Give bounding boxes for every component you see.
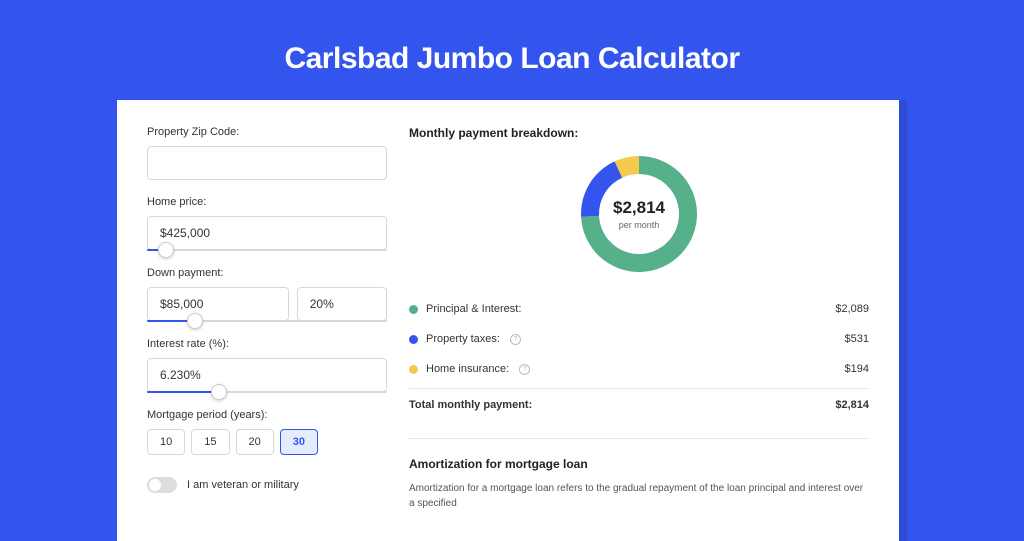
period-btn-20[interactable]: 20 [236, 429, 274, 455]
donut-wrap: $2,814 per month [409, 154, 869, 274]
legend-dot [409, 335, 418, 344]
info-icon[interactable]: ? [510, 334, 521, 345]
down-payment-label: Down payment: [147, 267, 387, 279]
legend-label: Home insurance: [426, 363, 509, 375]
legend-dot [409, 365, 418, 374]
info-icon[interactable]: ? [519, 364, 530, 375]
card-shadow: Property Zip Code: Home price: Down paym… [117, 100, 907, 541]
down-payment-field-group: Down payment: [147, 267, 387, 322]
legend-value: $194 [845, 363, 869, 375]
legend-value: $531 [845, 333, 869, 345]
zip-input[interactable] [147, 146, 387, 180]
period-button-group: 10 15 20 30 [147, 429, 387, 455]
legend-label: Principal & Interest: [426, 303, 521, 315]
toggle-knob [149, 479, 161, 491]
period-btn-10[interactable]: 10 [147, 429, 185, 455]
legend-label: Property taxes: [426, 333, 500, 345]
interest-rate-label: Interest rate (%): [147, 338, 387, 350]
amortization-title: Amortization for mortgage loan [409, 457, 869, 471]
legend-dot [409, 305, 418, 314]
breakdown-title: Monthly payment breakdown: [409, 126, 869, 140]
veteran-toggle-label: I am veteran or military [187, 479, 299, 491]
legend-row-principal: Principal & Interest: $2,089 [409, 294, 869, 324]
veteran-toggle-row: I am veteran or military [147, 477, 387, 493]
veteran-toggle[interactable] [147, 477, 177, 493]
down-payment-input[interactable] [147, 287, 289, 321]
total-label: Total monthly payment: [409, 399, 532, 411]
amortization-section: Amortization for mortgage loan Amortizat… [409, 438, 869, 511]
home-price-label: Home price: [147, 196, 387, 208]
legend-row-insurance: Home insurance: ? $194 [409, 354, 869, 384]
zip-field-group: Property Zip Code: [147, 126, 387, 180]
period-btn-15[interactable]: 15 [191, 429, 229, 455]
slider-fill [147, 391, 219, 393]
breakdown-column: Monthly payment breakdown: $2,814 per mo… [409, 126, 869, 511]
legend-row-taxes: Property taxes: ? $531 [409, 324, 869, 354]
legend-row-total: Total monthly payment: $2,814 [409, 388, 869, 420]
interest-rate-field-group: Interest rate (%): [147, 338, 387, 393]
total-value: $2,814 [835, 399, 869, 411]
form-column: Property Zip Code: Home price: Down paym… [147, 126, 387, 511]
legend-value: $2,089 [835, 303, 869, 315]
mortgage-period-label: Mortgage period (years): [147, 409, 387, 421]
page-title: Carlsbad Jumbo Loan Calculator [0, 0, 1024, 100]
period-btn-30[interactable]: 30 [280, 429, 318, 455]
home-price-input[interactable] [147, 216, 387, 250]
donut-sub: per month [619, 220, 660, 230]
slider-thumb[interactable] [211, 384, 227, 400]
home-price-field-group: Home price: [147, 196, 387, 251]
slider-thumb[interactable] [187, 313, 203, 329]
interest-rate-input[interactable] [147, 358, 387, 392]
interest-rate-slider[interactable] [147, 391, 387, 393]
legend-list: Principal & Interest: $2,089 Property ta… [409, 294, 869, 420]
amortization-text: Amortization for a mortgage loan refers … [409, 481, 869, 511]
down-payment-slider[interactable] [147, 320, 387, 322]
donut-chart: $2,814 per month [579, 154, 699, 274]
slider-thumb[interactable] [158, 242, 174, 258]
home-price-slider[interactable] [147, 249, 387, 251]
mortgage-period-field-group: Mortgage period (years): 10 15 20 30 [147, 409, 387, 455]
down-payment-pct-input[interactable] [297, 287, 387, 321]
donut-amount: $2,814 [613, 198, 665, 218]
donut-center: $2,814 per month [579, 154, 699, 274]
zip-label: Property Zip Code: [147, 126, 387, 138]
calculator-card: Property Zip Code: Home price: Down paym… [117, 100, 899, 541]
